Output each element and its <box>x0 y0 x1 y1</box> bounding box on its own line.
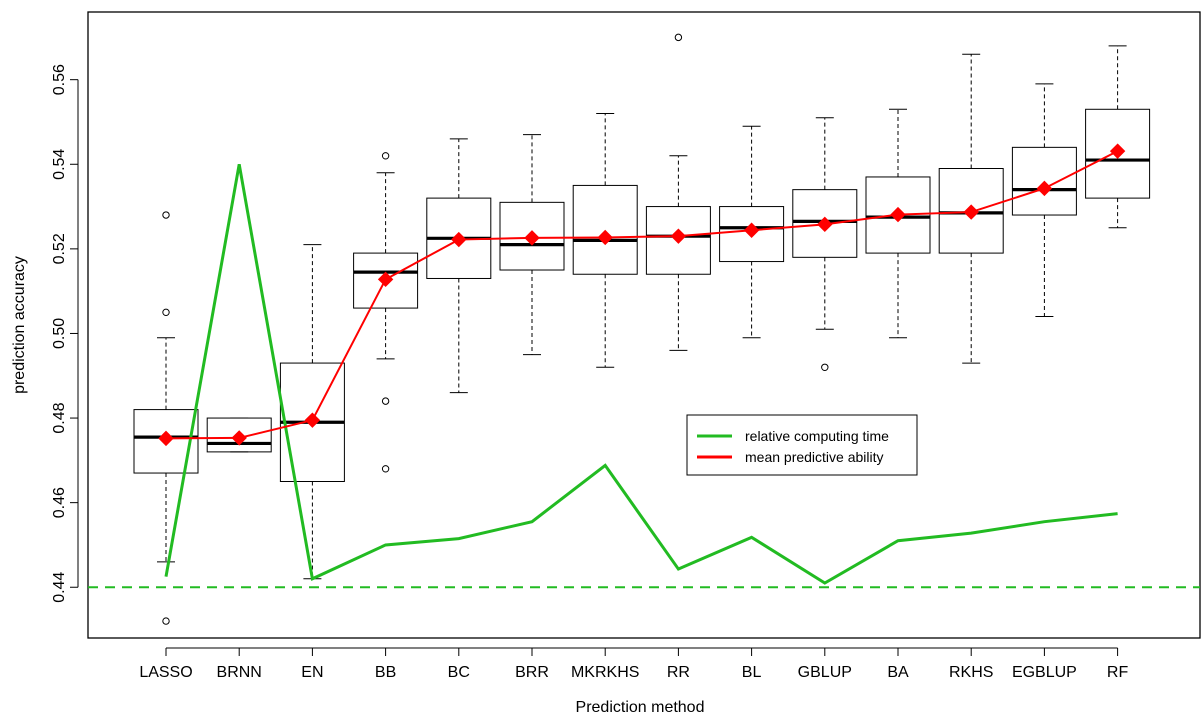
x-tick-label: BL <box>742 664 762 681</box>
mean-marker <box>231 430 247 446</box>
boxplot-gblup <box>792 117 858 371</box>
x-tick-label: RKHS <box>949 664 993 681</box>
box <box>1085 108 1151 199</box>
plot-frame <box>87 11 1201 639</box>
legend-label: mean predictive ability <box>745 449 884 465</box>
x-tick-label: MKRKHS <box>571 664 639 681</box>
box <box>353 252 419 309</box>
mean-marker <box>963 204 979 220</box>
y-tick-label: 0.50 <box>51 318 68 349</box>
mean-marker <box>451 231 467 248</box>
boxplot-rr <box>645 33 711 351</box>
box <box>499 201 565 271</box>
y-tick-label: 0.52 <box>51 233 68 264</box>
x-tick-label: RR <box>667 664 690 681</box>
legend: relative computing time mean predictive a… <box>686 414 918 476</box>
y-tick-label: 0.44 <box>51 572 68 603</box>
legend-box <box>686 414 918 476</box>
series-lines <box>88 143 1200 589</box>
boxplot-en <box>279 244 345 580</box>
boxplot-egblup <box>1011 83 1077 318</box>
x-tick-label: BRR <box>515 664 549 681</box>
y-tick-label: 0.56 <box>51 64 68 95</box>
x-tick-label: BRNN <box>217 664 262 681</box>
boxplot-ba <box>865 108 931 339</box>
outlier-point <box>162 617 170 625</box>
outlier-point <box>674 33 683 42</box>
outlier-point <box>821 363 829 371</box>
x-tick-label: BC <box>448 664 470 681</box>
outlier-point <box>162 211 170 219</box>
x-tick-label: GBLUP <box>798 664 852 681</box>
box <box>572 184 638 275</box>
y-tick-label: 0.46 <box>51 487 68 518</box>
x-tick-label: BA <box>887 664 909 681</box>
mean-marker <box>743 222 760 238</box>
boxplot-lasso <box>133 211 199 625</box>
x-tick-label: EN <box>301 664 323 681</box>
box <box>938 168 1004 254</box>
legend-label: relative computing time <box>745 428 889 444</box>
mean-marker <box>158 430 174 447</box>
x-tick-label: RF <box>1107 664 1129 681</box>
y-tick-label: 0.54 <box>51 149 68 180</box>
mean-marker <box>890 206 906 223</box>
mean-marker <box>1036 180 1053 197</box>
x-axis-label: Prediction method <box>576 699 705 716</box>
box <box>206 417 272 453</box>
box <box>719 206 785 263</box>
outlier-point <box>381 465 390 473</box>
x-tick-label: EGBLUP <box>1012 664 1077 681</box>
y-axis-label: prediction accuracy <box>11 256 28 394</box>
x-tick-label: LASSO <box>139 664 192 681</box>
mean-marker <box>304 412 321 428</box>
outlier-point <box>381 152 390 160</box>
series-line-relative-computing-time <box>164 164 1118 585</box>
mean-marker <box>597 229 613 246</box>
box <box>133 409 199 474</box>
box <box>865 176 931 254</box>
boxplot-rf <box>1085 45 1151 229</box>
boxplots <box>133 33 1151 625</box>
boxplot-bb <box>353 152 419 473</box>
box <box>1011 146 1077 216</box>
y-tick-label: 0.48 <box>51 402 68 433</box>
outlier-point <box>381 397 390 405</box>
outlier-point <box>162 308 170 317</box>
mean-marker <box>1109 143 1126 159</box>
mean-marker <box>377 271 394 288</box>
mean-marker <box>817 216 833 233</box>
mean-marker <box>670 228 687 244</box>
series-line-mean-predictive-ability <box>165 150 1119 440</box>
boxplot-bc <box>426 138 492 394</box>
axes: 0.44 0.46 0.48 0.50 0.52 0.54 0.56 LASSO BRNN EN B… <box>51 11 1201 681</box>
mean-marker <box>524 230 540 246</box>
x-tick-label: BB <box>375 664 396 681</box>
box <box>645 206 711 275</box>
box <box>792 189 858 258</box>
